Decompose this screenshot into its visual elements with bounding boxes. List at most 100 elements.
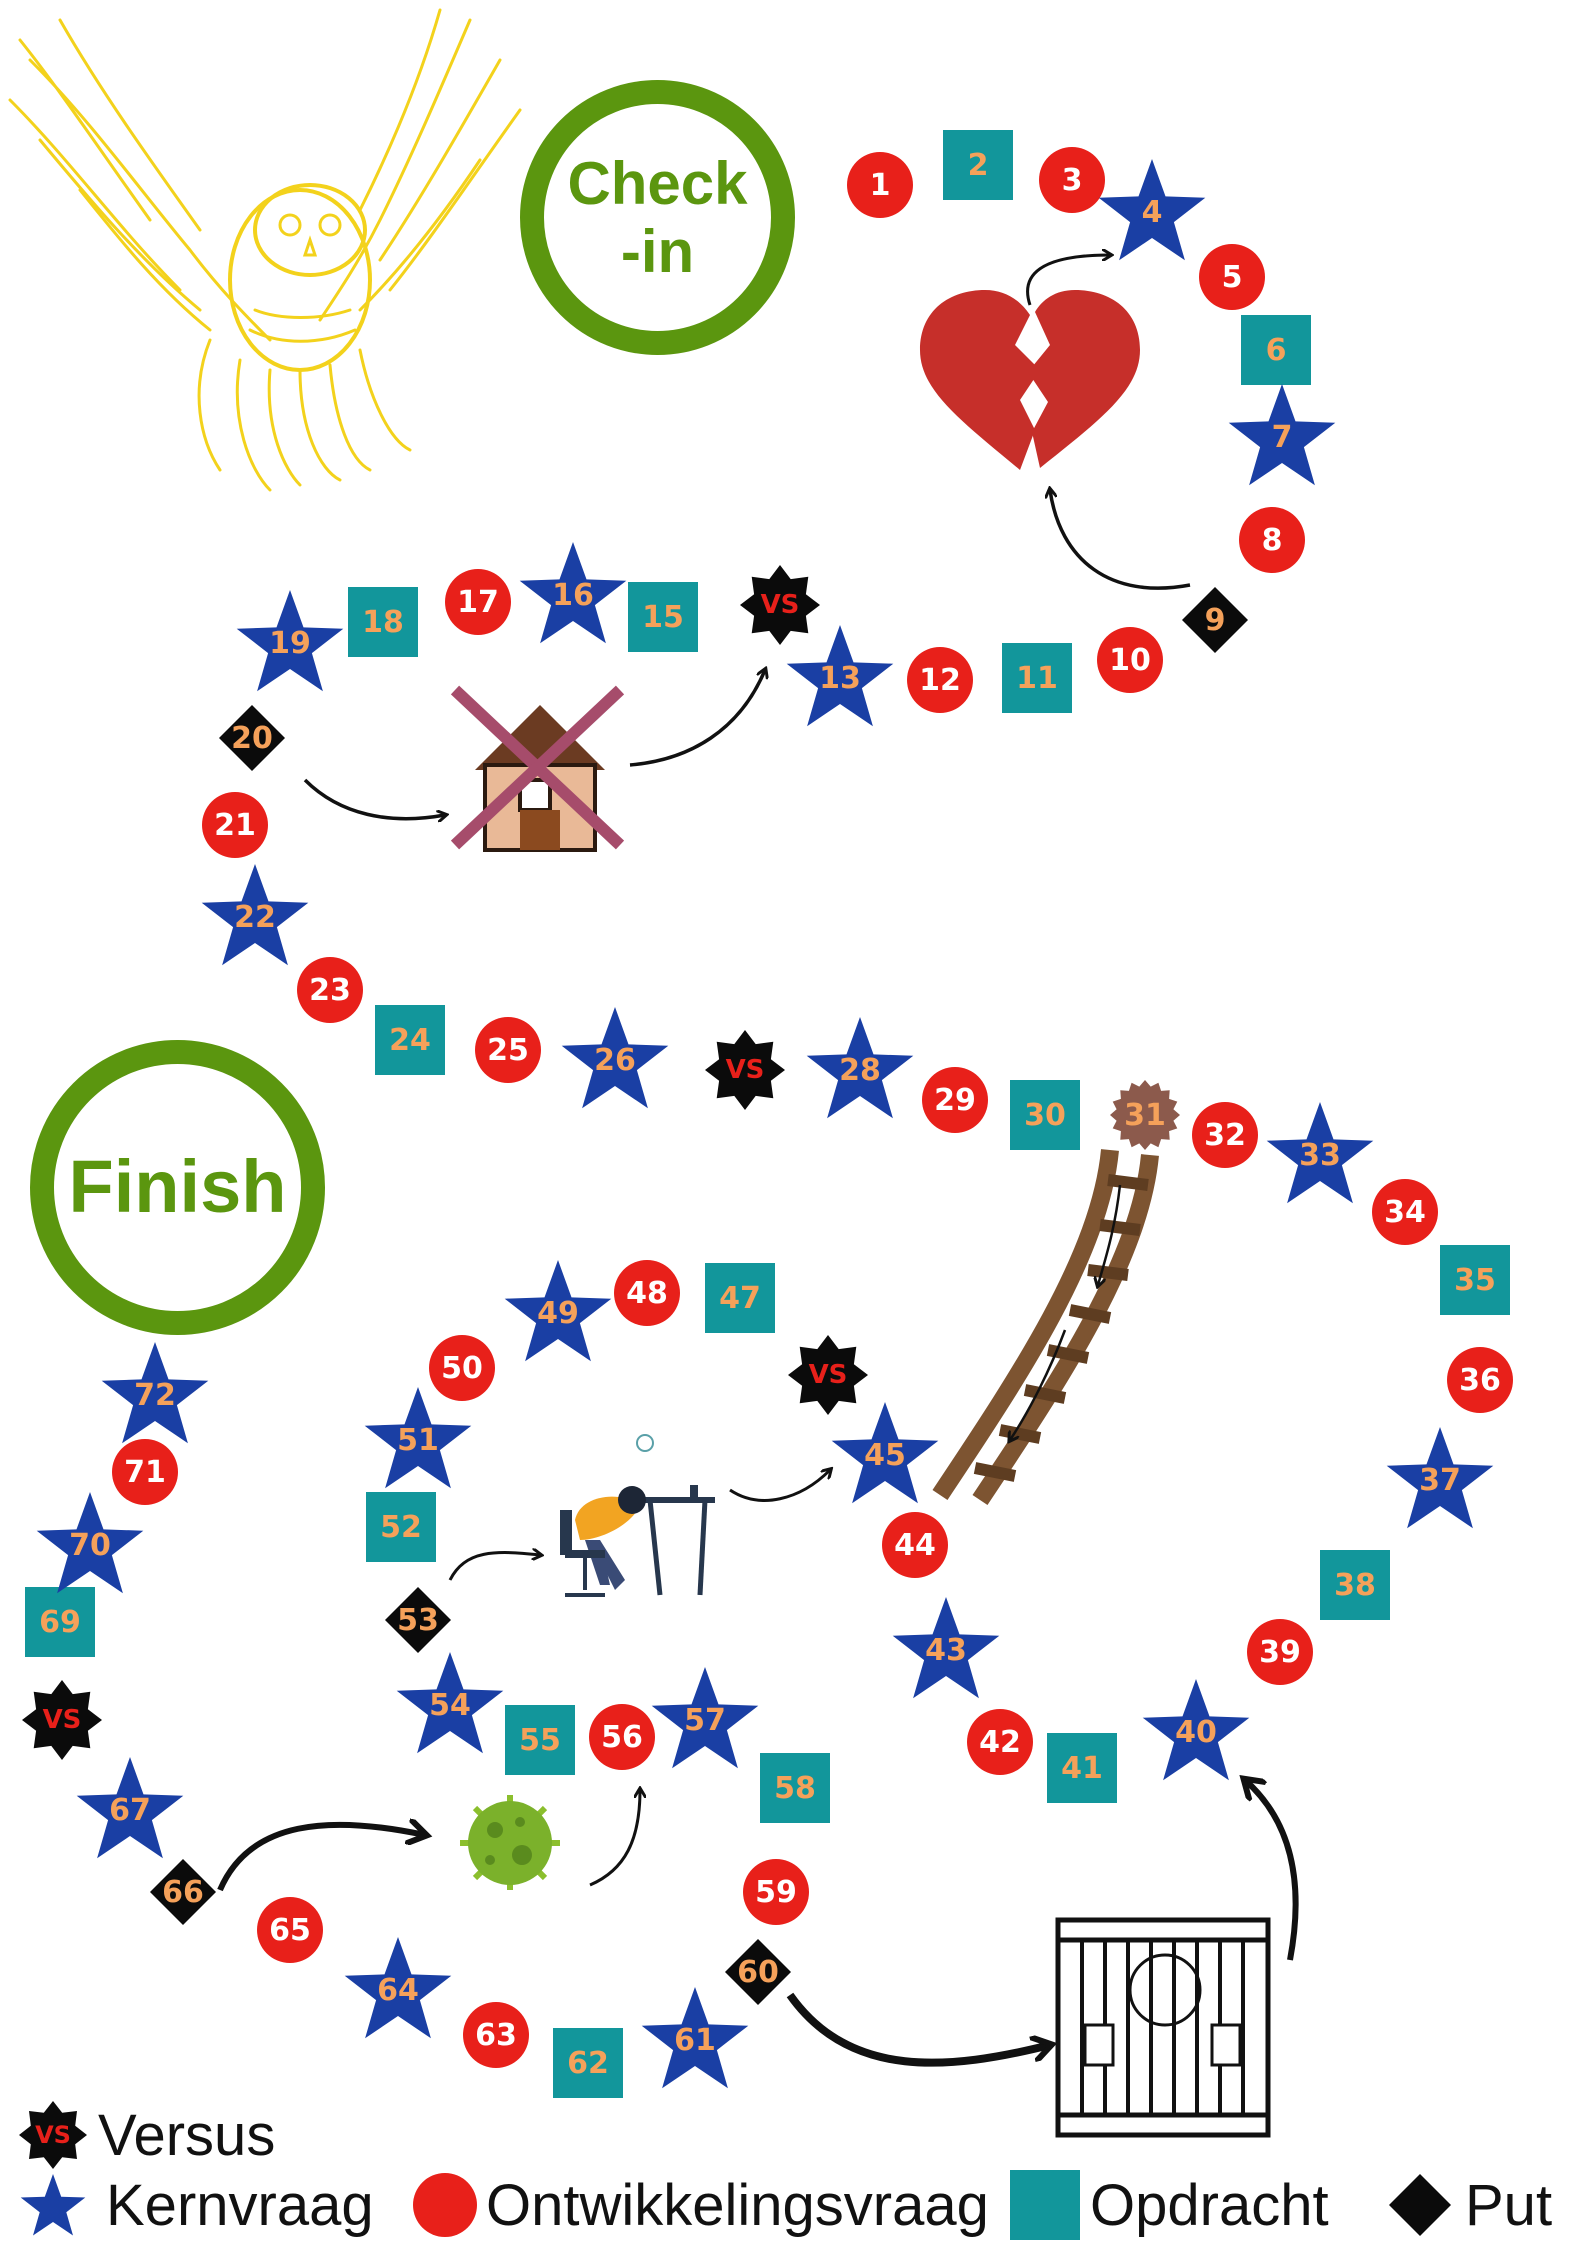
circle-tile-shape — [589, 1704, 655, 1770]
board-tile-25: 25 — [473, 1015, 543, 1085]
legend-kernvraag-label: Kernvraag — [106, 2172, 374, 2238]
finish-label: Finish — [68, 1145, 287, 1229]
tile-number: 13 — [819, 660, 861, 696]
board-tile-51: 51 — [364, 1387, 472, 1489]
circle-tile-shape — [112, 1439, 178, 1505]
circle-tile-shape — [847, 152, 913, 218]
circle-tile-shape — [1097, 627, 1163, 693]
tile-number: 10 — [1109, 642, 1151, 678]
tile-number: 65 — [269, 1912, 311, 1948]
circle-tile-shape — [1372, 1179, 1438, 1245]
tile-number: 66 — [162, 1874, 204, 1910]
versus-tile-shape — [705, 1030, 785, 1110]
circle-tile-shape — [1239, 507, 1305, 573]
circle-tile-shape — [257, 1897, 323, 1963]
tile-number: 60 — [737, 1954, 779, 1990]
square-tile-shape — [1440, 1245, 1510, 1315]
circle-tile-shape — [882, 1512, 948, 1578]
versus-tile-shape — [22, 1680, 102, 1760]
board-tile-31: 31 — [1110, 1080, 1180, 1150]
circle-tile-shape — [922, 1067, 988, 1133]
square-tile-shape — [1241, 315, 1311, 385]
diamond-tile-shape — [1182, 587, 1248, 653]
tile-number: 34 — [1384, 1194, 1426, 1230]
tile-number: VS — [808, 1360, 848, 1390]
tile-number: 3 — [1061, 162, 1083, 198]
tile-number: 6 — [1265, 332, 1287, 368]
versus-icon: VS — [18, 2100, 88, 2170]
circle-tile-shape — [1247, 1619, 1313, 1685]
tile-number: 70 — [69, 1527, 111, 1563]
star-tile-shape — [76, 1757, 184, 1859]
star-tile-shape — [831, 1402, 939, 1504]
board-tile-15: 15 — [628, 582, 698, 652]
board-tile-65: 65 — [255, 1895, 325, 1965]
legend-put: Put — [1385, 2170, 1552, 2240]
legend-opdracht-label: Opdracht — [1090, 2172, 1329, 2238]
tile-number: 22 — [234, 899, 276, 935]
tile-number: 4 — [1141, 194, 1163, 230]
tile-number: 38 — [1334, 1567, 1376, 1603]
ladder-illustration — [932, 1149, 1159, 1505]
board-tile-3: 3 — [1037, 145, 1107, 215]
square-tile-shape — [505, 1705, 575, 1775]
tile-number: 40 — [1175, 1714, 1217, 1750]
legend-versus: VS Versus — [18, 2100, 275, 2170]
tile-number: 50 — [441, 1350, 483, 1386]
tile-number: 8 — [1261, 522, 1283, 558]
square-tile-shape — [348, 587, 418, 657]
board-tile-71: 71 — [110, 1437, 180, 1507]
circle-tile-shape — [297, 957, 363, 1023]
tile-number: 67 — [109, 1792, 151, 1828]
check-in-label: Check-in — [567, 150, 748, 285]
red-circle-icon — [410, 2170, 480, 2240]
tile-number: 28 — [839, 1052, 881, 1088]
board-tile-66: 66 — [148, 1857, 218, 1927]
versus-icon-text: VS — [35, 2121, 71, 2149]
tile-number: 7 — [1271, 419, 1293, 455]
board-tile-68: VS — [22, 1680, 102, 1760]
square-tile-shape — [1047, 1733, 1117, 1803]
board-tile-69: 69 — [25, 1587, 95, 1657]
star-tile-shape — [651, 1667, 759, 1769]
star-tile-shape — [364, 1387, 472, 1489]
tile-number: VS — [42, 1705, 82, 1735]
board-tile-9: 9 — [1180, 585, 1250, 655]
circle-tile-shape — [463, 2002, 529, 2068]
legend-ontwikkelingsvraag: Ontwikkelingsvraag — [410, 2170, 989, 2240]
owl-illustration — [8, 8, 522, 492]
board-tile-10: 10 — [1095, 625, 1165, 695]
star-tile-shape — [519, 542, 627, 644]
tile-number: 33 — [1299, 1137, 1341, 1173]
board-tile-4: 4 — [1098, 159, 1206, 261]
board-tile-33: 33 — [1266, 1102, 1374, 1204]
circle-tile-shape — [1192, 1102, 1258, 1168]
board-tile-22: 22 — [201, 864, 309, 966]
board-tile-30: 30 — [1010, 1080, 1080, 1150]
legend-kernvraag: Kernvraag — [18, 2170, 374, 2240]
star-tile-shape — [344, 1937, 452, 2039]
tile-number: 45 — [864, 1437, 906, 1473]
tile-number: 57 — [684, 1702, 726, 1738]
diamond-tile-shape — [385, 1587, 451, 1653]
board-tile-16: 16 — [519, 542, 627, 644]
board-tile-62: 62 — [553, 2028, 623, 2098]
star-tile-shape — [1266, 1102, 1374, 1204]
diamond-tile-shape — [150, 1859, 216, 1925]
board-tile-60: 60 — [723, 1937, 793, 2007]
board-tile-58: 58 — [760, 1753, 830, 1823]
tile-number: 12 — [919, 662, 961, 698]
circle-tile-shape — [1447, 1347, 1513, 1413]
circle-tile-shape — [475, 1017, 541, 1083]
tile-number: 19 — [269, 625, 311, 661]
star-tile-shape — [201, 864, 309, 966]
star-tile-shape — [806, 1017, 914, 1119]
star-tile-shape — [1098, 159, 1206, 261]
tile-number: 54 — [429, 1687, 471, 1723]
square-tile-shape — [366, 1492, 436, 1562]
board-tile-14: VS — [740, 565, 820, 645]
star-tile-shape — [641, 1987, 749, 2089]
tile-number: 32 — [1204, 1117, 1246, 1153]
tile-number: 64 — [377, 1972, 419, 2008]
crossed-house-illustration — [450, 685, 625, 852]
